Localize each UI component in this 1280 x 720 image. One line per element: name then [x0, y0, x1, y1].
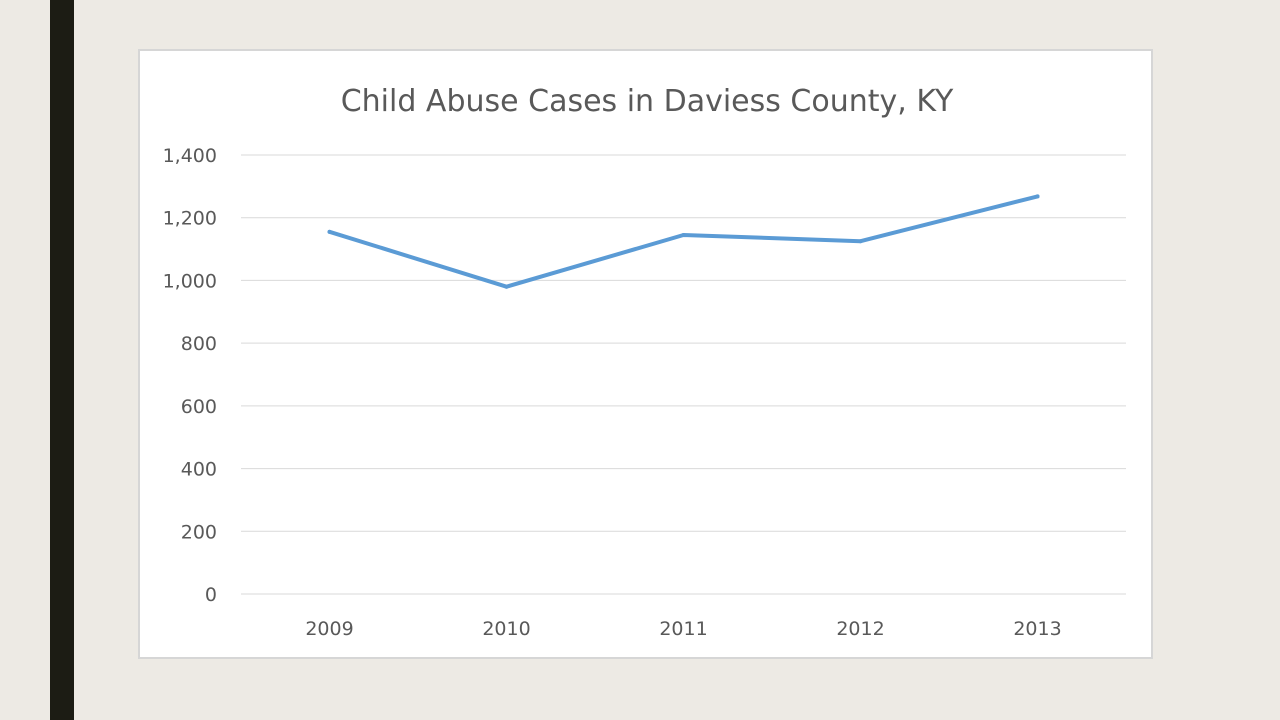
y-tick-label: 1,000 — [163, 270, 217, 292]
data-point — [681, 232, 686, 237]
x-axis-ticks: 2009 2010 2011 2012 2013 — [305, 618, 1061, 640]
x-tick-label: 2012 — [836, 618, 884, 640]
line-chart: Child Abuse Cases in Daviess County, KY … — [163, 84, 1126, 640]
data-point — [858, 239, 863, 244]
data-point — [327, 229, 332, 234]
chart-title: Child Abuse Cases in Daviess County, KY — [341, 84, 954, 119]
y-tick-label: 1,400 — [163, 145, 217, 167]
x-tick-label: 2013 — [1013, 618, 1061, 640]
slide-accent-bar — [50, 0, 74, 720]
y-tick-label: 400 — [181, 459, 217, 481]
x-tick-label: 2010 — [482, 618, 530, 640]
y-axis-ticks: 0 200 400 600 800 1,000 1,200 1,400 — [163, 145, 217, 606]
data-point — [1035, 194, 1040, 199]
y-tick-label: 0 — [205, 584, 217, 606]
y-tick-label: 1,200 — [163, 208, 217, 230]
series-layer — [327, 194, 1040, 289]
y-tick-label: 600 — [181, 396, 217, 418]
data-point — [504, 284, 509, 289]
y-tick-label: 800 — [181, 333, 217, 355]
y-tick-label: 200 — [181, 521, 217, 543]
gridlines — [241, 154, 1126, 595]
chart-container: Child Abuse Cases in Daviess County, KY … — [138, 49, 1153, 659]
x-tick-label: 2011 — [659, 618, 707, 640]
x-tick-label: 2009 — [305, 618, 353, 640]
series-line — [327, 194, 1040, 289]
